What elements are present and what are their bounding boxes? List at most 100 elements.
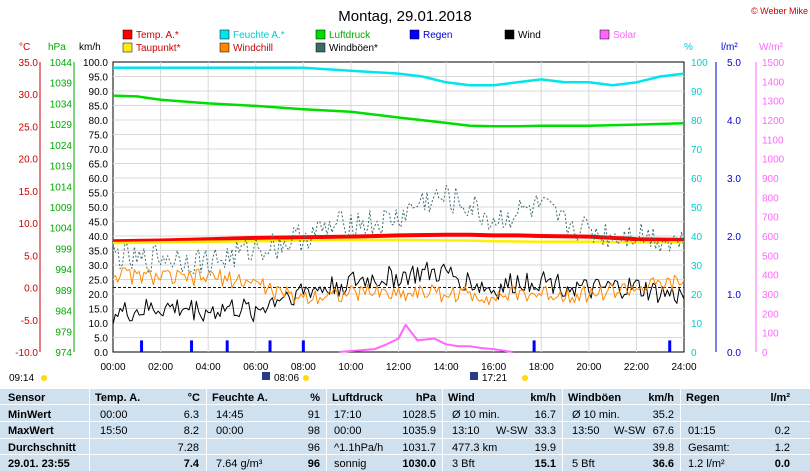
table-cell-label: MaxWert — [8, 425, 54, 437]
table-cell-rain-val: 0.2 — [774, 425, 790, 437]
axis-unit-solar: W/m² — [759, 42, 784, 53]
table-cell-wind-val: 33.3 — [534, 425, 556, 437]
sunrise-time: 08:06 — [274, 373, 299, 384]
humidity-tick-label: 10 — [691, 319, 703, 330]
table-cell-gust-desc: Ø 10 min. — [572, 409, 620, 421]
table-cell-humid-time: 7.64 g/m³ — [216, 458, 263, 470]
table-cell-label: Durchschnitt — [8, 442, 76, 454]
temp-tick-label: 25.0 — [19, 122, 39, 133]
table-cell-wind-val: 16.7 — [534, 409, 556, 421]
x-tick-label: 00:00 — [100, 362, 125, 373]
sunset-time: 17:21 — [482, 373, 507, 384]
wind-tick-label: 70.0 — [89, 145, 109, 156]
rain-tick-label: 0.0 — [727, 348, 741, 359]
header-wind: Wind — [448, 392, 475, 404]
solar-tick-label: 500 — [762, 251, 779, 262]
solar-tick-label: 200 — [762, 309, 779, 320]
header-humid-unit: % — [310, 392, 320, 404]
sunrise-icon — [262, 372, 270, 380]
series-line — [338, 323, 513, 353]
table-cell-wind-desc: Ø 10 min. — [452, 409, 500, 421]
series-line — [112, 184, 685, 276]
rain-bar — [225, 340, 229, 352]
time-label: 09:14 — [9, 373, 34, 384]
pressure-tick-label: 984 — [55, 307, 72, 318]
statistics-table: Sensor Temp. A. °C Feuchte A. % Luftdruc… — [0, 389, 810, 471]
axis-unit-rain: l/m² — [721, 42, 738, 53]
wind-tick-label: 25.0 — [89, 276, 109, 287]
table-cell-humid-time: 14:45 — [216, 409, 244, 421]
solar-tick-label: 1500 — [762, 58, 785, 69]
temp-tick-label: 20.0 — [19, 155, 39, 166]
wind-tick-label: 45.0 — [89, 218, 109, 229]
rain-tick-label: 1.0 — [727, 290, 741, 301]
humidity-tick-label: 50 — [691, 203, 703, 214]
header-sensor: Sensor — [8, 392, 46, 404]
rain-bar — [268, 340, 272, 352]
table-cell-wind-desc: 3 Bft — [452, 458, 475, 470]
series-line — [112, 232, 685, 244]
legend-label: Solar — [613, 30, 637, 41]
wind-tick-label: 20.0 — [89, 290, 109, 301]
table-cell-rain-val: 0.0 — [774, 458, 790, 470]
legend-swatch — [315, 42, 326, 53]
solar-tick-label: 100 — [762, 329, 779, 340]
table-cell-gust-desc: 5 Bft — [572, 458, 595, 470]
x-tick-label: 16:00 — [481, 362, 506, 373]
rain-tick-label: 4.0 — [727, 116, 741, 127]
table-cell-gust-val: 36.6 — [652, 458, 674, 470]
rain-bar — [190, 340, 194, 352]
series-line — [112, 267, 685, 306]
x-tick-label: 20:00 — [576, 362, 601, 373]
table-cell-humid-val: 96 — [307, 442, 320, 454]
sun-marker-icon — [41, 375, 47, 381]
series-line — [112, 238, 684, 245]
wind-tick-label: 90.0 — [89, 87, 109, 98]
legend-swatch — [219, 29, 230, 40]
legend-label: Temp. A.* — [136, 30, 179, 41]
pressure-tick-label: 994 — [55, 265, 72, 276]
table-cell-rain-desc: Gesamt: — [688, 442, 730, 454]
solar-tick-label: 800 — [762, 193, 779, 204]
wind-tick-label: 65.0 — [89, 160, 109, 171]
table-cell-press-val: 1035.9 — [402, 425, 436, 437]
sun-marker-icon — [522, 375, 528, 381]
wind-tick-label: 15.0 — [89, 305, 109, 316]
wind-tick-label: 80.0 — [89, 116, 109, 127]
rain-tick-label: 2.0 — [727, 232, 741, 243]
solar-tick-label: 1400 — [762, 77, 785, 88]
pressure-tick-label: 974 — [55, 348, 72, 359]
pressure-tick-label: 1034 — [50, 99, 73, 110]
header-humid: Feuchte A. — [212, 392, 268, 404]
pressure-tick-label: 999 — [55, 244, 72, 255]
table-cell-temp-val: 7.28 — [177, 442, 199, 454]
humidity-tick-label: 60 — [691, 174, 703, 185]
header-press-unit: hPa — [415, 392, 436, 404]
header-rain-unit: l/m² — [770, 392, 790, 404]
table-cell-rain-desc: 01:15 — [688, 425, 716, 437]
chart-title: Montag, 29.01.2018 — [338, 8, 471, 25]
table-cell-gust-desc: 13:50 — [572, 425, 600, 437]
pressure-tick-label: 1029 — [50, 120, 73, 131]
table-cell-temp-val: 6.3 — [183, 409, 199, 421]
legend-swatch — [504, 29, 515, 40]
x-tick-label: 02:00 — [148, 362, 173, 373]
solar-tick-label: 1000 — [762, 155, 785, 166]
wind-tick-label: 35.0 — [89, 247, 109, 258]
legend-label: Luftdruck — [329, 30, 371, 41]
temp-tick-label: 15.0 — [19, 187, 39, 198]
rain-tick-label: 3.0 — [727, 174, 741, 185]
humidity-tick-label: 30 — [691, 261, 703, 272]
humidity-tick-label: 70 — [691, 145, 703, 156]
wind-tick-label: 10.0 — [89, 319, 109, 330]
table-cell-humid-val: 91 — [307, 409, 320, 421]
x-tick-label: 04:00 — [196, 362, 221, 373]
axis-unit-pressure: hPa — [48, 42, 66, 53]
solar-tick-label: 0 — [762, 348, 768, 359]
x-tick-label: 12:00 — [386, 362, 411, 373]
pressure-tick-label: 989 — [55, 286, 72, 297]
legend-label: Feuchte A.* — [233, 30, 285, 41]
wind-tick-label: 95.0 — [89, 73, 109, 84]
series-line — [113, 66, 685, 87]
table-cell-gust-val: 39.8 — [652, 442, 674, 454]
